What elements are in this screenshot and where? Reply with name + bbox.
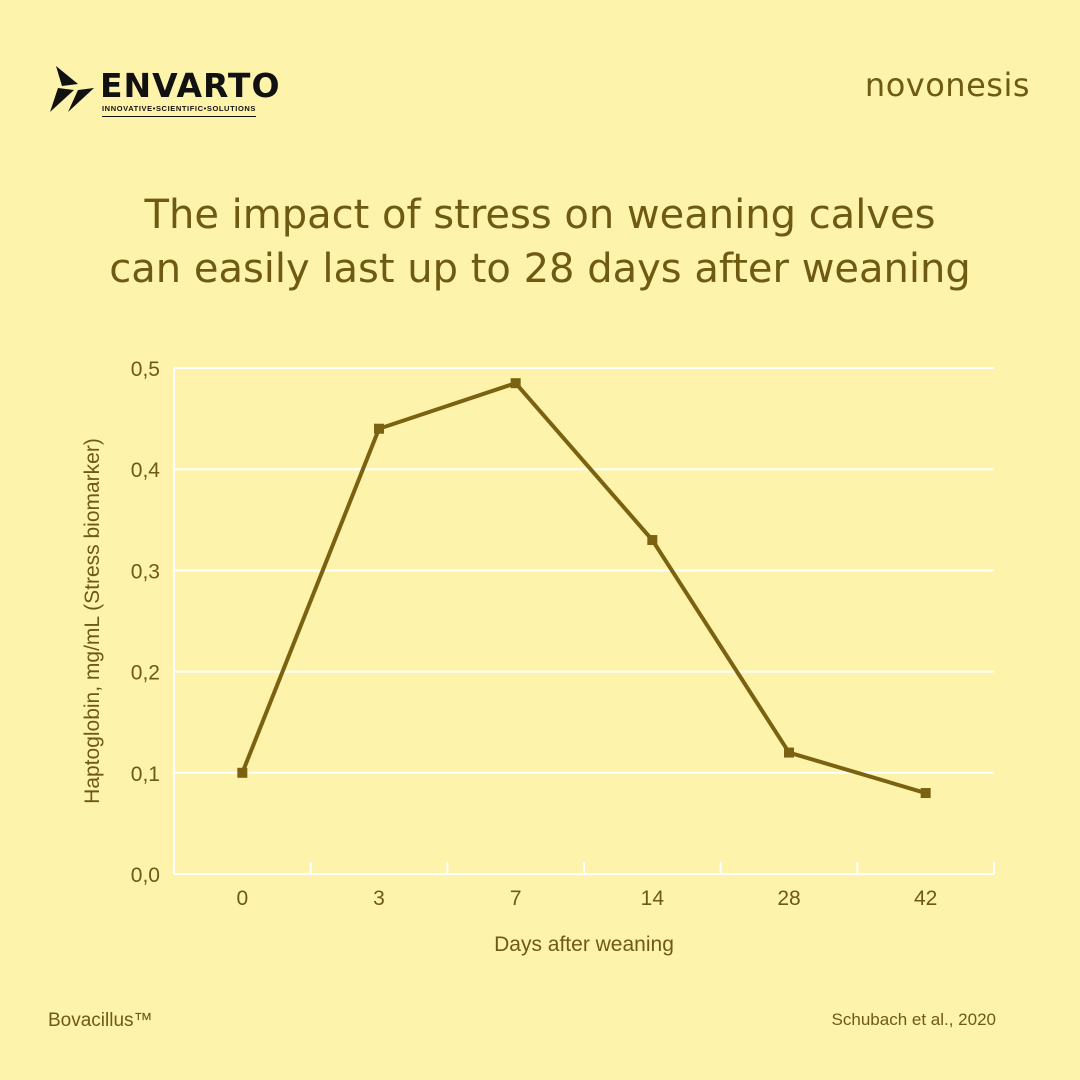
- series-layer: [237, 378, 931, 799]
- y-tick-label: 0,2: [131, 662, 160, 685]
- x-tick-label: 3: [373, 887, 385, 910]
- x-tick-label: 42: [914, 887, 937, 910]
- brand-label: Bovacillus™: [48, 1010, 153, 1031]
- y-tick-label: 0,0: [131, 864, 160, 887]
- data-point: [784, 747, 794, 758]
- envarto-wordmark: ENVARTO: [100, 66, 281, 105]
- x-axis-title: Days after weaning: [494, 933, 674, 956]
- citation: Schubach et al., 2020: [831, 1010, 996, 1029]
- tick-labels: 0,0 0,1 0,2 0,3 0,4 0,5 0 3 7 14 28 42: [131, 358, 938, 910]
- novonesis-logo: novonesis: [864, 66, 1030, 104]
- page-title: The impact of stress on weaning calves c…: [0, 188, 1080, 296]
- x-tick-label: 14: [641, 887, 665, 910]
- data-point: [374, 423, 384, 434]
- data-point: [237, 767, 248, 778]
- x-tick-label: 7: [510, 887, 522, 910]
- data-point: [920, 788, 931, 799]
- series-line: [240, 381, 927, 795]
- envarto-tagline: INNOVATIVE•SCIENTIFIC•SOLUTIONS: [102, 104, 256, 117]
- title-line-1: The impact of stress on weaning calves: [144, 192, 936, 238]
- title-line-2: can easily last up to 28 days after wean…: [109, 246, 971, 292]
- envarto-butterfly-icon: [50, 66, 94, 112]
- y-tick-label: 0,4: [131, 459, 161, 482]
- axes: [173, 368, 995, 875]
- y-tick-label: 0,3: [131, 560, 160, 583]
- x-tick-label: 0: [236, 887, 248, 910]
- x-tick-label: 28: [777, 887, 800, 910]
- data-point: [510, 378, 521, 389]
- y-tick-label: 0,1: [131, 763, 160, 786]
- y-tick-label: 0,5: [131, 358, 160, 381]
- y-axis-title: Haptoglobin, mg/mL (Stress biomarker): [81, 438, 104, 804]
- data-point: [647, 535, 658, 546]
- grid-lines: [174, 367, 994, 774]
- envarto-logo: ENVARTO INNOVATIVE•SCIENTIFIC•SOLUTIONS: [48, 62, 288, 124]
